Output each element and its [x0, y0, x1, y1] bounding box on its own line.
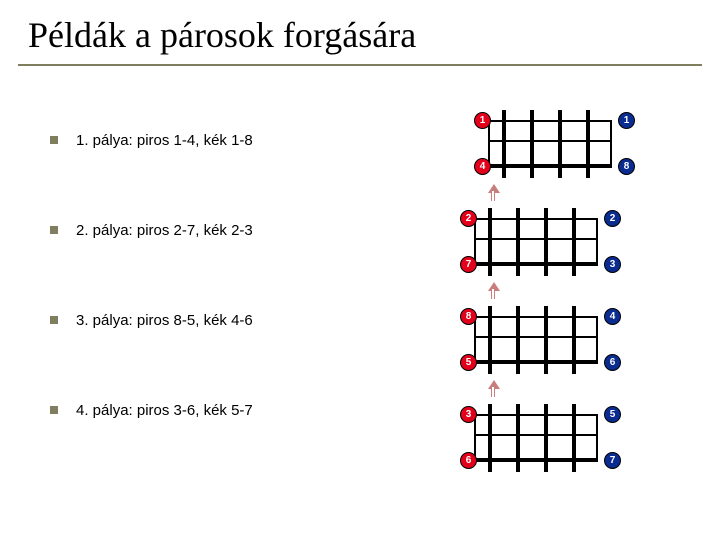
- foosball-box: [488, 110, 612, 178]
- foosball-diagram: 8 4 5 6: [446, 306, 626, 374]
- arrow-up-icon: [486, 184, 500, 202]
- rod: [572, 306, 576, 374]
- bullet-list: 1. pálya: piros 1-4, kék 1-8 2. pálya: p…: [50, 130, 410, 490]
- rod: [558, 110, 562, 178]
- bullet-icon: [50, 136, 58, 144]
- slide: Példák a párosok forgására 1. pálya: pir…: [0, 0, 720, 540]
- red-ball: 7: [460, 256, 477, 273]
- title-underline: [18, 64, 702, 66]
- blue-ball: 1: [618, 112, 635, 129]
- bullet-icon: [50, 406, 58, 414]
- red-ball: 8: [460, 308, 477, 325]
- blue-ball: 2: [604, 210, 621, 227]
- table-outline: [474, 316, 598, 364]
- bullet-text: 2. pálya: piros 2-7, kék 2-3: [76, 222, 253, 239]
- slide-title: Példák a párosok forgására: [28, 14, 416, 56]
- blue-ball: 5: [604, 406, 621, 423]
- foosball-box: [474, 306, 598, 374]
- rod: [530, 110, 534, 178]
- rod: [572, 208, 576, 276]
- rod: [516, 306, 520, 374]
- table-line: [474, 238, 598, 240]
- table-line: [488, 164, 612, 166]
- table-line: [488, 140, 612, 142]
- table-outline: [488, 120, 612, 168]
- rod: [488, 208, 492, 276]
- rod: [572, 404, 576, 472]
- table-line: [474, 262, 598, 264]
- foosball-box: [474, 404, 598, 472]
- rod: [488, 404, 492, 472]
- table-line: [474, 336, 598, 338]
- rod: [544, 208, 548, 276]
- blue-ball: 7: [604, 452, 621, 469]
- table-outline: [474, 414, 598, 462]
- rod: [544, 306, 548, 374]
- foosball-diagram: 3 5 6 7: [446, 404, 626, 472]
- arrow-up-icon: [486, 282, 500, 300]
- list-item: 3. pálya: piros 8-5, kék 4-6: [50, 310, 410, 330]
- foosball-diagram: 1 1 4 8: [460, 110, 640, 178]
- list-item: 4. pálya: piros 3-6, kék 5-7: [50, 400, 410, 420]
- bullet-text: 1. pálya: piros 1-4, kék 1-8: [76, 132, 253, 149]
- rod: [544, 404, 548, 472]
- arrow-up-icon: [486, 380, 500, 398]
- red-ball: 2: [460, 210, 477, 227]
- blue-ball: 8: [618, 158, 635, 175]
- table-outline: [474, 218, 598, 266]
- blue-ball: 4: [604, 308, 621, 325]
- list-item: 2. pálya: piros 2-7, kék 2-3: [50, 220, 410, 240]
- foosball-diagram: 2 2 7 3: [446, 208, 626, 276]
- blue-ball: 6: [604, 354, 621, 371]
- rod: [516, 404, 520, 472]
- bullet-text: 3. pálya: piros 8-5, kék 4-6: [76, 312, 253, 329]
- red-ball: 6: [460, 452, 477, 469]
- blue-ball: 3: [604, 256, 621, 273]
- bullet-text: 4. pálya: piros 3-6, kék 5-7: [76, 402, 253, 419]
- red-ball: 1: [474, 112, 491, 129]
- diagrams-column: 1148227384563567: [460, 110, 650, 502]
- rod: [586, 110, 590, 178]
- foosball-box: [474, 208, 598, 276]
- table-line: [474, 458, 598, 460]
- red-ball: 3: [460, 406, 477, 423]
- list-item: 1. pálya: piros 1-4, kék 1-8: [50, 130, 410, 150]
- bullet-icon: [50, 316, 58, 324]
- table-line: [474, 434, 598, 436]
- table-line: [474, 360, 598, 362]
- rod: [502, 110, 506, 178]
- bullet-icon: [50, 226, 58, 234]
- rod: [488, 306, 492, 374]
- red-ball: 5: [460, 354, 477, 371]
- red-ball: 4: [474, 158, 491, 175]
- rod: [516, 208, 520, 276]
